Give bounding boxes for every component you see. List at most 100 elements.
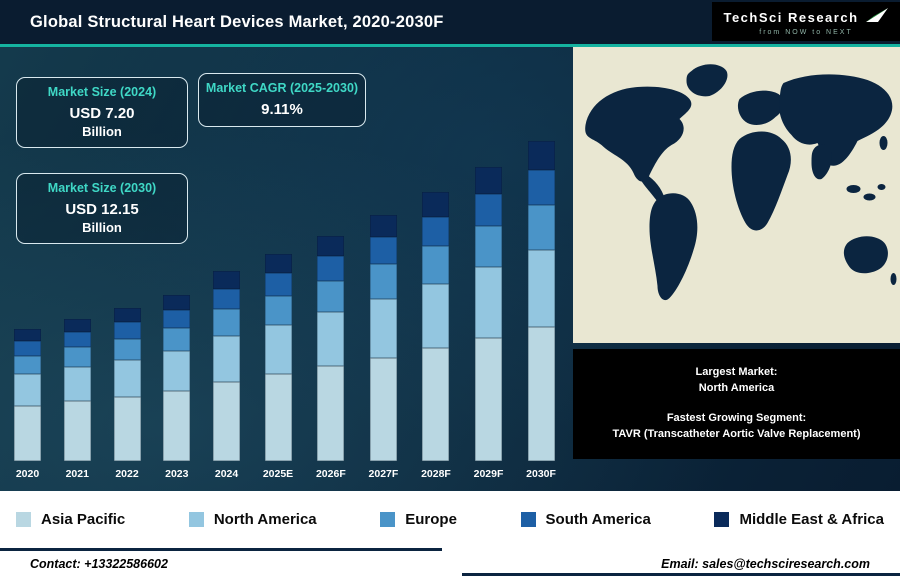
bar-column: 2021 xyxy=(63,318,91,481)
bar-column: 2022 xyxy=(113,308,141,481)
legend-swatch xyxy=(380,512,396,527)
footer-decor-bottom xyxy=(462,573,900,576)
bar-segment xyxy=(317,235,345,257)
bar-segment xyxy=(14,374,41,406)
bar-segment xyxy=(163,351,191,392)
bar-segment xyxy=(369,264,397,299)
bar-segment xyxy=(63,347,91,368)
bar-segment xyxy=(422,216,450,247)
legend-label: Europe xyxy=(405,511,457,528)
bar-segment xyxy=(113,396,141,461)
bar-segment xyxy=(163,391,191,461)
stat-market-size-2030: Market Size (2030) USD 12.15 Billion xyxy=(16,173,188,244)
bar-stack xyxy=(475,167,502,461)
bar-segment xyxy=(163,328,191,352)
bar-segment xyxy=(264,254,292,273)
bar-segment xyxy=(527,249,555,327)
legend-swatch xyxy=(520,512,536,527)
chart-area: Market Size (2024) USD 7.20 Billion Mark… xyxy=(0,47,900,491)
x-axis-label: 2021 xyxy=(65,468,89,480)
bar-segment xyxy=(422,246,450,284)
page-title: Global Structural Heart Devices Market, … xyxy=(30,12,444,31)
bar-column: 2029F xyxy=(474,167,503,481)
techsci-logo: TechSci Research from NOW to NEXT xyxy=(712,2,900,41)
x-axis-label: 2022 xyxy=(115,468,139,480)
legend-item: Europe xyxy=(380,511,457,528)
bar-column: 2024 xyxy=(213,271,241,481)
x-axis-label: 2030F xyxy=(526,468,556,480)
legend-item: Middle East & Africa xyxy=(714,511,884,528)
stat-value: USD 12.15 xyxy=(65,200,139,218)
bar-segment xyxy=(113,308,141,322)
logo-brand: TechSci Research xyxy=(723,10,859,25)
bar-segment xyxy=(264,295,292,325)
bar-segment xyxy=(63,367,91,402)
fastest-segment-value: TAVR (Transcatheter Aortic Valve Replace… xyxy=(612,427,861,440)
bar-stack xyxy=(527,141,555,461)
bar-segment xyxy=(213,381,241,461)
bar-segment xyxy=(527,169,555,206)
stacked-bar-chart: 2020 2021 2022 2023 2024 2025E 2026F 2027F 2028F… xyxy=(14,129,556,481)
x-axis-label: 2026F xyxy=(315,468,346,480)
market-highlights-panel: Largest Market: North America Fastest Gr… xyxy=(573,349,900,459)
world-map xyxy=(573,47,900,343)
logo-row: TechSci Research xyxy=(723,7,888,28)
x-axis-label: 2028F xyxy=(421,468,451,480)
bar-segment xyxy=(14,405,41,461)
stat-label: Market Size (2030) xyxy=(47,181,157,195)
bar-stack xyxy=(317,235,345,461)
bar-stack xyxy=(63,318,91,461)
paper-plane-icon xyxy=(865,7,889,28)
x-axis-label: 2020 xyxy=(15,468,40,480)
bar-segment xyxy=(63,401,91,461)
bar-column: 2025E xyxy=(263,254,293,481)
contact-text: Contact: +13322586602 xyxy=(30,556,168,571)
world-map-image xyxy=(573,47,900,343)
legend-swatch xyxy=(16,512,31,527)
footer: Contact: +13322586602 Email: sales@techs… xyxy=(0,548,900,576)
bar-segment xyxy=(317,256,345,281)
bar-segment xyxy=(527,141,555,170)
bar-segment xyxy=(369,214,397,237)
bar-segment xyxy=(475,226,502,268)
bar-segment xyxy=(14,341,41,356)
bar-segment xyxy=(317,312,345,367)
stat-value: 9.11% xyxy=(261,100,303,118)
bar-segment xyxy=(213,309,241,336)
bar-segment xyxy=(422,348,450,461)
bar-segment xyxy=(264,272,292,296)
legend-label: South America xyxy=(545,511,651,528)
stat-value: USD 7.20 xyxy=(69,104,135,122)
chart-legend: Asia Pacific North America Europe South Ame… xyxy=(0,491,900,548)
bar-stack xyxy=(213,271,241,461)
x-axis-label: 2025E xyxy=(262,468,294,480)
header: Global Structural Heart Devices Market, … xyxy=(0,0,900,47)
stat-unit: Billion xyxy=(82,123,122,139)
bar-stack xyxy=(422,192,450,461)
email-text: Email: sales@techsciresearch.com xyxy=(661,556,870,571)
stat-label: Market Size (2024) xyxy=(47,85,157,99)
bar-segment xyxy=(475,167,502,194)
bar-segment xyxy=(422,192,450,217)
bar-segment xyxy=(213,271,241,289)
bar-segment xyxy=(369,236,397,264)
bar-segment xyxy=(14,355,41,375)
legend-item: North America xyxy=(188,511,317,528)
bar-segment xyxy=(475,193,502,227)
largest-market-label: Largest Market: xyxy=(695,366,778,379)
footer-decor-top xyxy=(0,548,442,551)
bar-segment xyxy=(527,205,555,250)
bar-segment xyxy=(163,295,191,311)
bar-stack xyxy=(264,254,292,461)
bar-column: 2020 xyxy=(14,329,41,481)
bar-segment xyxy=(113,360,141,397)
largest-market-value: North America xyxy=(698,382,775,395)
bar-column: 2030F xyxy=(526,141,556,481)
bar-segment xyxy=(264,374,292,461)
bar-segment xyxy=(163,310,191,329)
x-axis-label: 2023 xyxy=(165,468,189,480)
bar-segment xyxy=(369,298,397,358)
legend-label: North America xyxy=(213,511,317,528)
bar-stack xyxy=(163,295,191,461)
bar-segment xyxy=(475,337,502,461)
